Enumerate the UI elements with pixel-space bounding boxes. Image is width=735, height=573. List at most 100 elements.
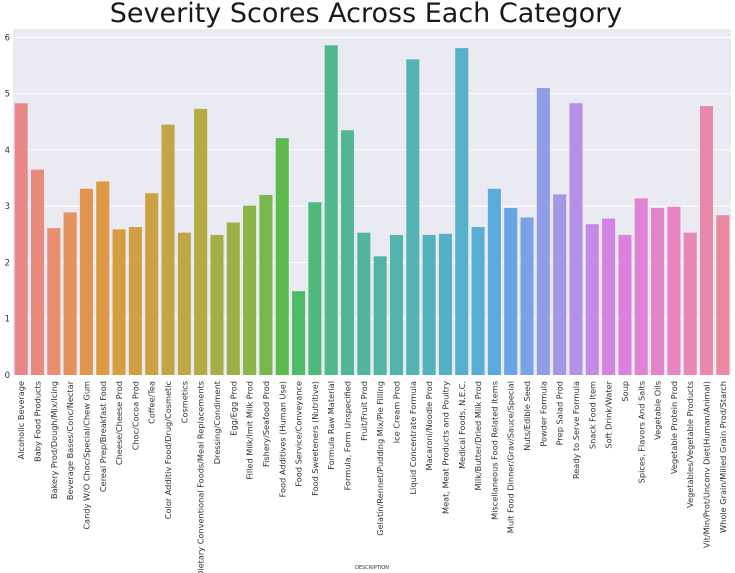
x-tick-label: Soup [620,381,630,402]
bar [422,234,436,375]
bar [79,188,93,375]
bar [194,108,208,375]
x-tick-label: Alcoholic Beverage [16,381,26,459]
y-tick-label: 0 [5,371,10,381]
bar [47,228,61,375]
bar [618,234,632,375]
y-axis-ticks: 0 1 2 3 4 5 6 [5,33,10,381]
bar [30,169,45,375]
bar [504,207,518,375]
x-tick-label: Vegetable Protein Prod [669,381,679,474]
x-tick-label: Filled Milk/Imit Milk Prod [245,381,255,480]
bar [275,138,289,375]
bar [308,202,322,375]
bar [569,103,583,375]
bar [340,130,355,375]
bar [716,215,730,375]
bar [96,181,110,375]
bar [373,256,387,375]
bar [357,232,371,375]
x-tick-label: Mult Food Dinner/Grav/Sauce/Special [506,381,516,533]
bar [128,227,142,375]
x-tick-label: Fishery/Seafood Prod [261,381,271,467]
bar [487,188,501,375]
bar [520,217,534,375]
x-tick-label: Soft Drink/Water [604,380,614,448]
bar [161,124,175,375]
x-tick-label: Liquid Concentrate Formula [408,381,418,495]
x-tick-label: Ice Cream Prod [391,381,401,443]
bars [14,45,730,376]
x-tick-label: Candy W/O Choc/Special/Chew Gum [81,381,91,530]
x-tick-label: Miscellaneous Food Related Items [489,381,499,520]
bar [324,45,338,375]
x-tick-label: Macaroni/Noodle Prod [424,381,434,470]
x-tick-label: Fruit/Fruit Prod [359,381,369,441]
x-tick-label: Beverage Bases/Conc/Nectar [65,380,75,500]
x-tick-label: Meat, Meat Products and Poultry [440,381,450,514]
x-tick-label: Medical Foods, N.E.C. [457,381,467,469]
x-tick-label: Choc/Cocoa Prod [130,381,140,450]
x-tick-label: Cheese/Cheese Prod [114,381,124,465]
x-tick-label: Milk/Butter/Dried Milk Prod [473,381,483,490]
x-tick-label: Egg/Egg Prod [228,381,238,436]
bar [14,103,28,375]
x-tick-label: Gelatin/Rennet/Pudding Mix/Pie Filling [375,381,385,536]
y-tick-label: 5 [5,90,10,100]
x-tick-label: Baby Food Products [32,381,42,462]
x-tick-label: Bakery Prod/Dough/Mix/Icing [49,381,59,499]
bar [112,229,126,375]
bar [602,218,616,375]
bar [259,194,273,375]
bar [585,224,599,375]
x-tick-label: Coffee/Tea [147,381,157,424]
bar [243,205,257,375]
y-tick-label: 6 [5,33,10,43]
x-tick-label: Dietary Conventional Foods/Meal Replacem… [196,381,206,573]
y-tick-label: 2 [5,258,10,268]
bar [553,194,567,375]
x-tick-label: Nuts/Edible Seed [522,381,532,451]
bar [210,234,224,375]
bar [699,106,714,376]
x-axis-label: DESCRIPTION [355,565,389,571]
bar [226,222,240,375]
x-axis-ticks: Alcoholic Beverage Baby Food Products Bake… [16,380,728,573]
bar [471,227,485,375]
bar [651,207,665,375]
bar [455,48,469,376]
x-tick-label: Prep Salad Prod [555,381,565,445]
bar [667,206,681,375]
x-tick-label: Whole Grain/Milled Grain Prod/Starch [718,381,728,533]
x-tick-label: Food Service/Conveyance [294,381,304,487]
x-tick-label: Food Sweeteners (Nutritive) [310,381,320,496]
x-tick-label: Vegetables/Vegetable Products [685,381,695,508]
bar [406,59,420,375]
x-tick-label: Food Additives (Human Use) [277,381,287,497]
x-tick-label: Color Additiv Food/Drug/Cosmetic [163,381,173,519]
bar [145,193,159,375]
x-tick-label: Dressing/Condiment [212,380,222,464]
x-tick-label: Vegetable Oils [653,381,663,440]
x-tick-label: Powder Formula [538,381,548,447]
x-tick-label: Vit/Min/Prot/Unconv Diet(Human/Animal) [702,381,712,548]
bar [536,88,550,375]
bar [177,232,191,375]
bar [438,233,452,375]
x-tick-label: Formula Raw Material [326,381,336,470]
y-tick-label: 3 [5,202,10,212]
x-tick-label: Cereal Prep/Breakfast Food [98,381,108,492]
x-tick-label: Cosmetics [179,381,189,423]
bar [63,212,77,375]
chart-title: Severity Scores Across Each Category [110,0,622,29]
x-tick-label: Formula, Form Unspecified [343,381,353,490]
bar [389,234,404,375]
bar [292,291,306,375]
y-tick-label: 4 [5,146,10,156]
bar [634,198,648,375]
x-tick-label: Spices, Flavors And Salts [636,381,646,483]
y-tick-label: 1 [5,315,10,325]
x-tick-label: Snack Food Item [587,381,597,449]
